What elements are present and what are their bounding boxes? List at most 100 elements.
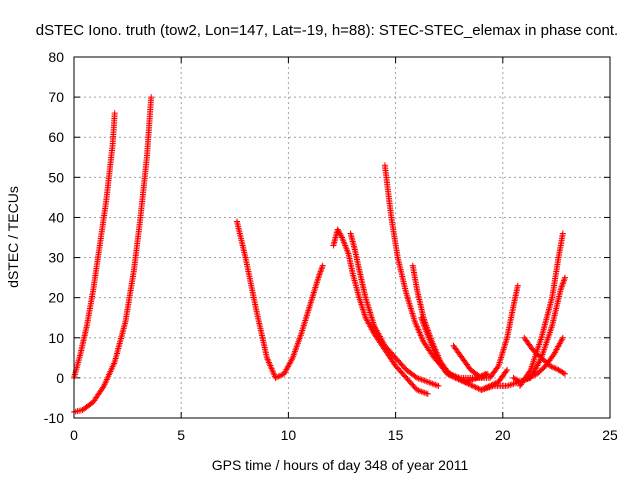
data-point <box>529 372 536 379</box>
data-point <box>546 362 553 369</box>
y-tick-label: 50 <box>48 169 64 185</box>
data-point <box>561 274 568 281</box>
data-point <box>516 378 523 385</box>
data-point <box>336 229 343 236</box>
data-point <box>468 382 475 389</box>
data-point <box>338 233 345 240</box>
data-point <box>454 375 461 382</box>
data-point <box>524 375 531 382</box>
data-point <box>526 374 533 381</box>
y-tick-label: 30 <box>48 250 64 266</box>
x-tick-label: 0 <box>70 427 78 443</box>
data-point <box>278 372 285 379</box>
data-point <box>276 372 283 379</box>
data-point <box>472 384 479 391</box>
y-tick-label: 60 <box>48 129 64 145</box>
data-point <box>424 390 431 397</box>
data-point <box>461 378 468 385</box>
data-point <box>477 373 484 380</box>
data-point <box>561 370 568 377</box>
data-point <box>336 230 343 237</box>
data-point <box>519 377 526 384</box>
data-point <box>503 368 510 375</box>
data-point <box>111 110 118 117</box>
y-tick-label: 0 <box>56 370 64 386</box>
data-point <box>272 374 279 381</box>
data-point <box>466 381 473 388</box>
data-point <box>559 334 566 341</box>
data-point <box>522 376 529 383</box>
data-point <box>521 376 528 383</box>
series-arc-11 <box>516 230 566 389</box>
data-point <box>446 372 453 379</box>
data-point <box>148 94 155 101</box>
y-tick-label: 70 <box>48 89 64 105</box>
y-tick-label: -10 <box>44 410 64 426</box>
x-tick-label: 10 <box>281 427 297 443</box>
data-point <box>452 374 459 381</box>
data-point <box>494 364 501 371</box>
data-point <box>559 336 566 343</box>
data-point <box>465 380 472 387</box>
series-arc-1 <box>71 110 118 381</box>
x-axis-title: GPS time / hours of day 348 of year 2011 <box>212 457 469 473</box>
axis-ticks: 0 5 10 15 20 25 -10 0 10 20 30 40 50 60 70 80 <box>44 49 618 443</box>
data-point <box>445 371 452 378</box>
data-point <box>518 378 525 385</box>
series-arc-4 <box>330 226 431 397</box>
data-point <box>469 382 476 389</box>
x-tick-label: 25 <box>602 427 618 443</box>
series-arc-3 <box>233 218 326 381</box>
data-point <box>459 378 466 385</box>
data-point <box>288 356 295 363</box>
data-point <box>319 262 326 269</box>
data-point <box>471 383 478 390</box>
data-point <box>458 377 465 384</box>
data-points <box>71 94 568 415</box>
data-point <box>559 230 566 237</box>
plot-frame <box>73 56 611 419</box>
data-point <box>451 374 458 381</box>
grid <box>74 57 610 418</box>
chart-title: dSTEC Iono. truth (tow2, Lon=147, Lat=-1… <box>36 22 618 39</box>
data-point <box>531 372 538 379</box>
y-tick-label: 10 <box>48 330 64 346</box>
data-point <box>528 373 535 380</box>
y-axis-title: dSTEC / TECUs <box>5 186 21 288</box>
data-point <box>464 380 471 387</box>
y-tick-label: 40 <box>48 209 64 225</box>
data-point <box>273 374 280 381</box>
data-point <box>449 373 456 380</box>
x-tick-label: 5 <box>177 427 185 443</box>
data-point <box>552 365 559 372</box>
y-tick-label: 80 <box>48 49 64 65</box>
data-point <box>335 227 342 234</box>
data-point <box>560 370 567 377</box>
data-point <box>462 379 469 386</box>
data-point <box>100 384 107 391</box>
data-point <box>474 384 481 391</box>
data-point <box>456 376 463 383</box>
series-arc-13 <box>521 334 568 377</box>
data-point <box>551 364 558 371</box>
data-point <box>526 368 533 375</box>
x-tick-label: 15 <box>388 427 404 443</box>
data-point <box>475 385 482 392</box>
data-point <box>548 363 555 370</box>
series-arc-5 <box>347 230 442 389</box>
data-point <box>504 366 511 373</box>
series-arc-8 <box>418 314 511 393</box>
data-point <box>444 370 451 377</box>
data-point <box>525 374 532 381</box>
data-point <box>334 226 341 233</box>
data-point <box>337 231 344 238</box>
data-point <box>549 364 556 371</box>
data-point <box>554 366 561 373</box>
series-arc-2 <box>71 94 155 415</box>
data-point <box>435 382 442 389</box>
y-tick-label: 20 <box>48 290 64 306</box>
data-point <box>275 373 282 380</box>
data-point <box>455 376 462 383</box>
data-point <box>514 282 521 289</box>
